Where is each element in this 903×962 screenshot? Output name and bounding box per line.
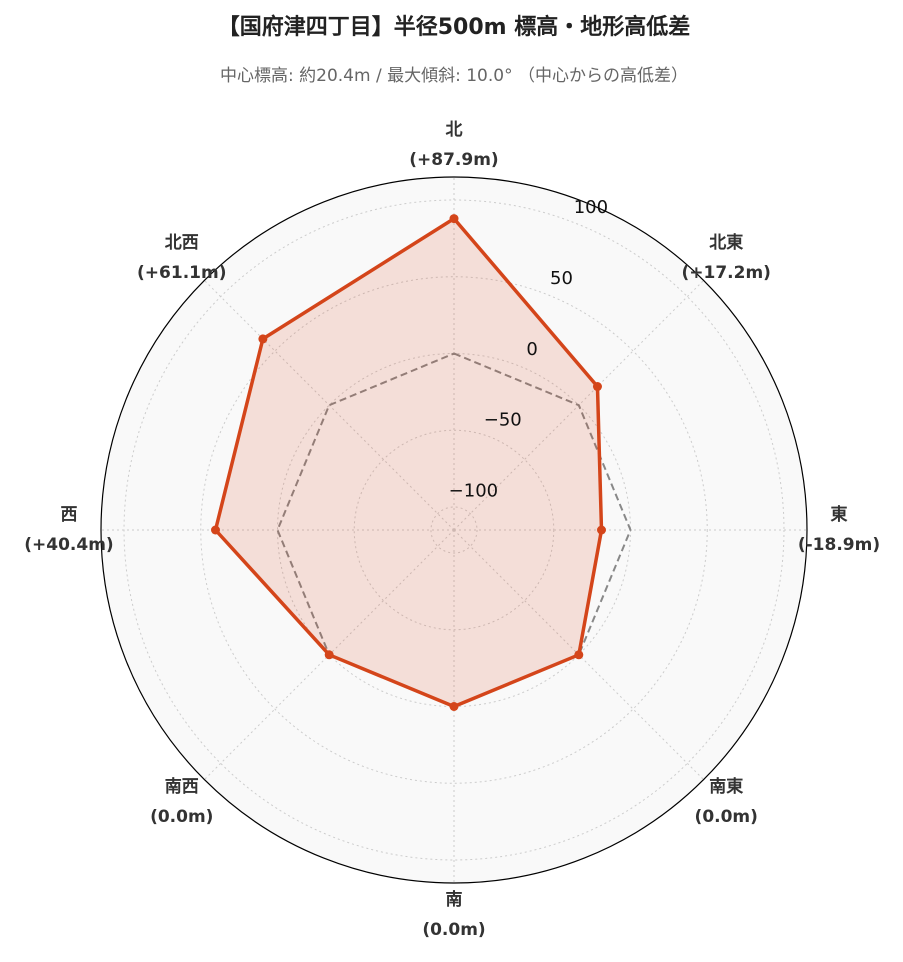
value-label: (-18.9m) [798, 535, 880, 555]
data-point [596, 525, 606, 535]
spoke [204, 280, 455, 531]
category-label: 北 [446, 120, 463, 140]
grid-circle [200, 276, 708, 784]
data-point [449, 702, 459, 711]
category-label: 北東 [709, 232, 743, 253]
y-tick-label: −50 [484, 410, 522, 431]
value-label: (+61.1m) [137, 263, 226, 283]
grid-circle [353, 429, 555, 631]
category-label: 西 [61, 505, 78, 525]
data-point [324, 650, 334, 660]
y-tick-label: 50 [550, 268, 573, 289]
category-label: 南 [446, 889, 463, 910]
value-label: (+17.2m) [682, 263, 771, 283]
data-point [592, 382, 602, 392]
value-label: (0.0m) [695, 807, 758, 827]
y-tick-label: −100 [449, 481, 498, 502]
chart-subtitle: 中心標高: 約20.4m / 最大傾斜: 10.0° （中心からの高低差） [220, 66, 688, 86]
value-label: (0.0m) [422, 920, 485, 940]
y-tick-label: 100 [574, 197, 608, 218]
data-point [574, 650, 584, 660]
data-point [210, 525, 220, 535]
value-label: (+87.9m) [409, 150, 498, 170]
grid-circle [430, 506, 478, 554]
category-label: 北西 [165, 233, 199, 253]
category-label: 南西 [165, 776, 199, 797]
data-point [449, 214, 459, 224]
category-label: 東 [831, 504, 848, 525]
grid-circle [123, 199, 785, 861]
outer-circle [100, 176, 808, 884]
category-label: 南東 [709, 776, 743, 797]
data-point [258, 334, 268, 344]
value-label: (0.0m) [150, 807, 213, 827]
value-label: (+40.4m) [24, 535, 113, 555]
chart-title: 【国府津四丁目】半径500m 標高・地形高低差 [218, 14, 691, 40]
y-tick-label: 0 [526, 339, 537, 360]
